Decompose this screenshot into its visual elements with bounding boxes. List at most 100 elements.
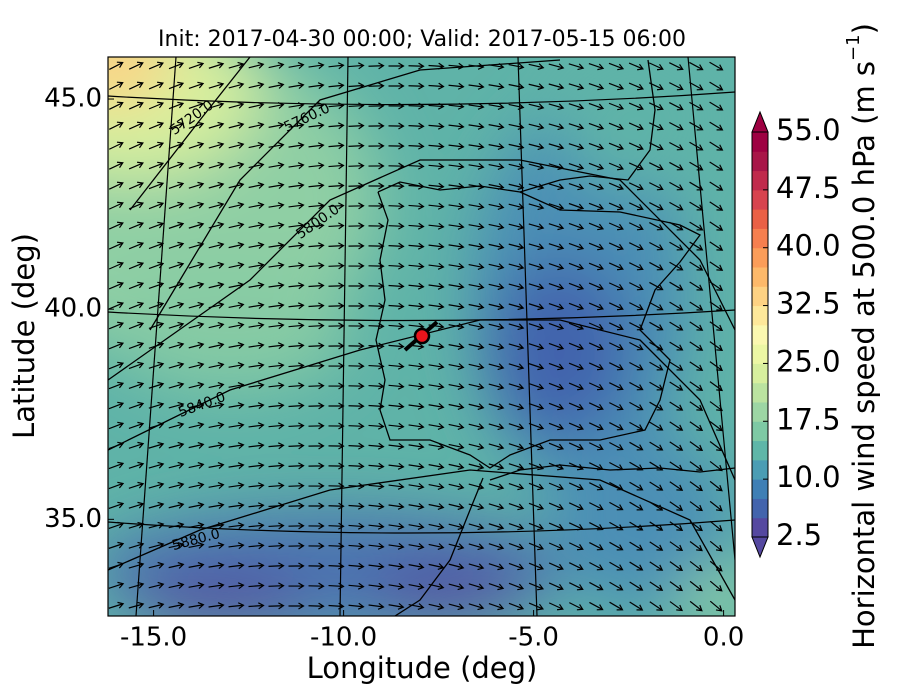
wind-arrow <box>248 482 265 490</box>
wind-arrow <box>188 381 205 389</box>
wind-arrow <box>228 241 245 249</box>
wind-arrow <box>548 282 565 291</box>
wind-arrow <box>649 521 664 531</box>
wind-arrow <box>669 421 684 431</box>
colorbar-band <box>752 498 768 519</box>
wind-arrow <box>348 202 365 210</box>
wind-arrow <box>228 81 245 89</box>
wind-arrow <box>508 463 525 471</box>
wind-arrow <box>568 482 584 491</box>
wind-arrow <box>649 361 664 371</box>
wind-arrow <box>128 321 145 330</box>
wind-arrow <box>629 361 644 371</box>
wind-arrow <box>508 303 525 311</box>
wind-arrow <box>468 303 485 311</box>
wind-arrow <box>649 202 664 211</box>
wind-arrow <box>608 302 624 311</box>
wind-arrow <box>608 102 625 111</box>
wind-arrow <box>588 362 604 371</box>
wind-arrow <box>228 602 245 610</box>
wind-arrow <box>528 303 545 311</box>
wind-arrow <box>348 262 365 270</box>
wind-arrow <box>629 262 644 271</box>
wind-arrow <box>328 522 345 530</box>
wind-arrow <box>188 441 205 449</box>
wind-arrow <box>669 561 684 572</box>
wind-arrow <box>208 422 225 429</box>
wind-arrow <box>408 523 425 530</box>
wind-arrow <box>268 602 285 610</box>
wind-arrow <box>408 422 425 430</box>
wind-arrow <box>568 502 584 511</box>
wind-arrow <box>108 261 124 270</box>
wind-arrow <box>548 83 565 91</box>
wind-arrow <box>669 121 684 131</box>
wind-arrow <box>448 282 465 290</box>
wind-arrow <box>528 343 545 351</box>
wind-arrow <box>448 583 465 591</box>
wind-arrow <box>508 63 525 70</box>
wind-arrow <box>308 182 325 190</box>
wind-arrow <box>548 302 565 311</box>
wind-arrow <box>248 502 265 510</box>
wind-arrow <box>709 341 724 352</box>
wind-arrow <box>609 541 624 551</box>
wind-arrow <box>669 461 684 471</box>
wind-arrow <box>448 242 465 250</box>
wind-arrow <box>528 203 545 211</box>
wind-arrow <box>669 441 684 451</box>
wind-arrow <box>348 182 365 190</box>
wind-arrow <box>368 442 385 450</box>
colorbar-band <box>752 517 768 538</box>
wind-arrow <box>629 401 644 411</box>
wind-arrow <box>328 302 345 310</box>
wind-arrow <box>248 202 265 209</box>
wind-arrow <box>109 61 124 70</box>
wind-arrow <box>328 602 345 610</box>
wind-arrow <box>548 322 565 331</box>
wind-arrow <box>128 521 145 529</box>
wind-arrow <box>689 441 704 451</box>
wind-arrow <box>368 122 385 130</box>
wind-arrow <box>208 442 225 449</box>
wind-arrow <box>148 181 165 190</box>
x-tick-label: 0.0 <box>703 623 744 653</box>
wind-arrow <box>108 121 124 130</box>
wind-arrow <box>588 322 604 331</box>
wind-arrow <box>148 301 165 310</box>
wind-arrow <box>629 481 644 491</box>
wind-arrow <box>148 201 165 210</box>
wind-arrow <box>408 142 425 150</box>
wind-arrow <box>468 62 485 70</box>
wind-arrow <box>168 421 185 429</box>
wind-arrow <box>568 182 585 191</box>
wind-arrow <box>628 122 644 131</box>
wind-arrow <box>669 141 684 151</box>
wind-arrow <box>128 341 145 350</box>
wind-arrow <box>208 522 225 530</box>
wind-arrow <box>629 541 644 551</box>
colorbar-band <box>752 479 768 499</box>
wind-arrow <box>108 401 125 410</box>
wind-arrow <box>228 101 245 109</box>
wind-arrow <box>208 301 225 309</box>
wind-arrow <box>348 242 365 250</box>
wind-arrow <box>368 262 385 270</box>
wind-arrow <box>288 462 305 470</box>
wind-arrow <box>689 501 703 512</box>
wind-arrow <box>248 181 265 189</box>
wind-arrow <box>629 601 644 611</box>
wind-arrow <box>589 482 604 491</box>
wind-arrow <box>228 482 245 490</box>
wind-arrow <box>228 181 245 189</box>
wind-arrow <box>228 582 245 590</box>
wind-arrow <box>368 362 385 370</box>
wind-arrow <box>368 282 385 290</box>
wind-arrow <box>208 201 225 209</box>
wind-arrow <box>308 542 325 550</box>
wind-arrow <box>528 462 545 471</box>
wind-arrow <box>548 243 565 251</box>
wind-arrow <box>709 121 724 131</box>
wind-arrow <box>168 241 185 249</box>
wind-arrow <box>609 581 624 591</box>
